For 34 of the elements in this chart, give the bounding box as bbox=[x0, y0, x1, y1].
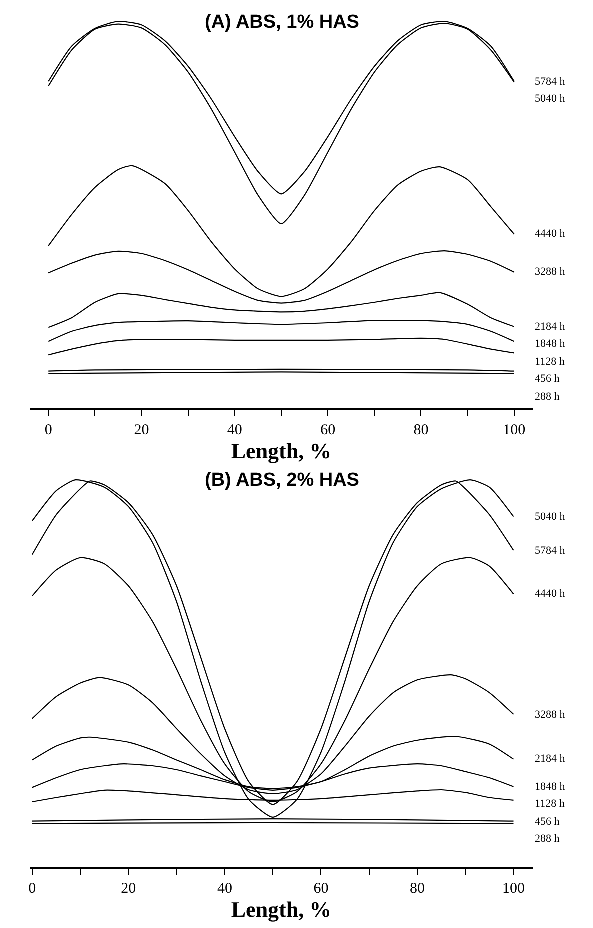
x-tick-label: 100 bbox=[502, 880, 525, 897]
chart-title: (B) ABS, 2% HAS bbox=[205, 470, 360, 491]
x-axis-title: Length, % bbox=[231, 438, 332, 464]
series-label: 1848 h bbox=[535, 338, 566, 350]
x-tick-label: 80 bbox=[414, 422, 429, 438]
x-tick-label: 0 bbox=[44, 422, 52, 438]
x-tick-label: 40 bbox=[217, 880, 232, 897]
series-label: 3288 h bbox=[535, 709, 566, 721]
series-label: 456 h bbox=[535, 816, 560, 828]
series-label: 1848 h bbox=[535, 781, 566, 793]
x-tick-label: 20 bbox=[121, 880, 136, 897]
text: 288 h bbox=[535, 391, 560, 403]
x-tick-label: 20 bbox=[134, 422, 150, 438]
x-axis-title: Length, % bbox=[231, 897, 332, 922]
series-label: 4440 h bbox=[535, 228, 566, 240]
series-label: 3288 h bbox=[535, 266, 566, 278]
series-label: 2184 h bbox=[535, 753, 566, 765]
series-label: 1128 h bbox=[535, 356, 566, 368]
series-label: 5784 h bbox=[535, 76, 566, 88]
series-label: 456 h bbox=[535, 373, 560, 385]
text: 288 h bbox=[535, 833, 560, 845]
series-label: 4440 h bbox=[535, 588, 566, 600]
x-tick-label: 100 bbox=[503, 422, 526, 438]
text: 5040 h bbox=[535, 93, 566, 105]
series-label: 2184 h bbox=[535, 321, 566, 333]
series-label: 5784 h bbox=[535, 545, 566, 557]
x-tick-label: 80 bbox=[410, 880, 425, 897]
series-label: 1128 h bbox=[535, 798, 566, 810]
series-label: 5040 h bbox=[535, 511, 566, 523]
x-tick-label: 0 bbox=[28, 880, 36, 897]
x-tick-label: 60 bbox=[314, 880, 329, 897]
x-tick-label: 60 bbox=[320, 422, 336, 438]
chart-title: (A) ABS, 1% HAS bbox=[205, 12, 360, 33]
x-tick-label: 40 bbox=[227, 422, 242, 438]
